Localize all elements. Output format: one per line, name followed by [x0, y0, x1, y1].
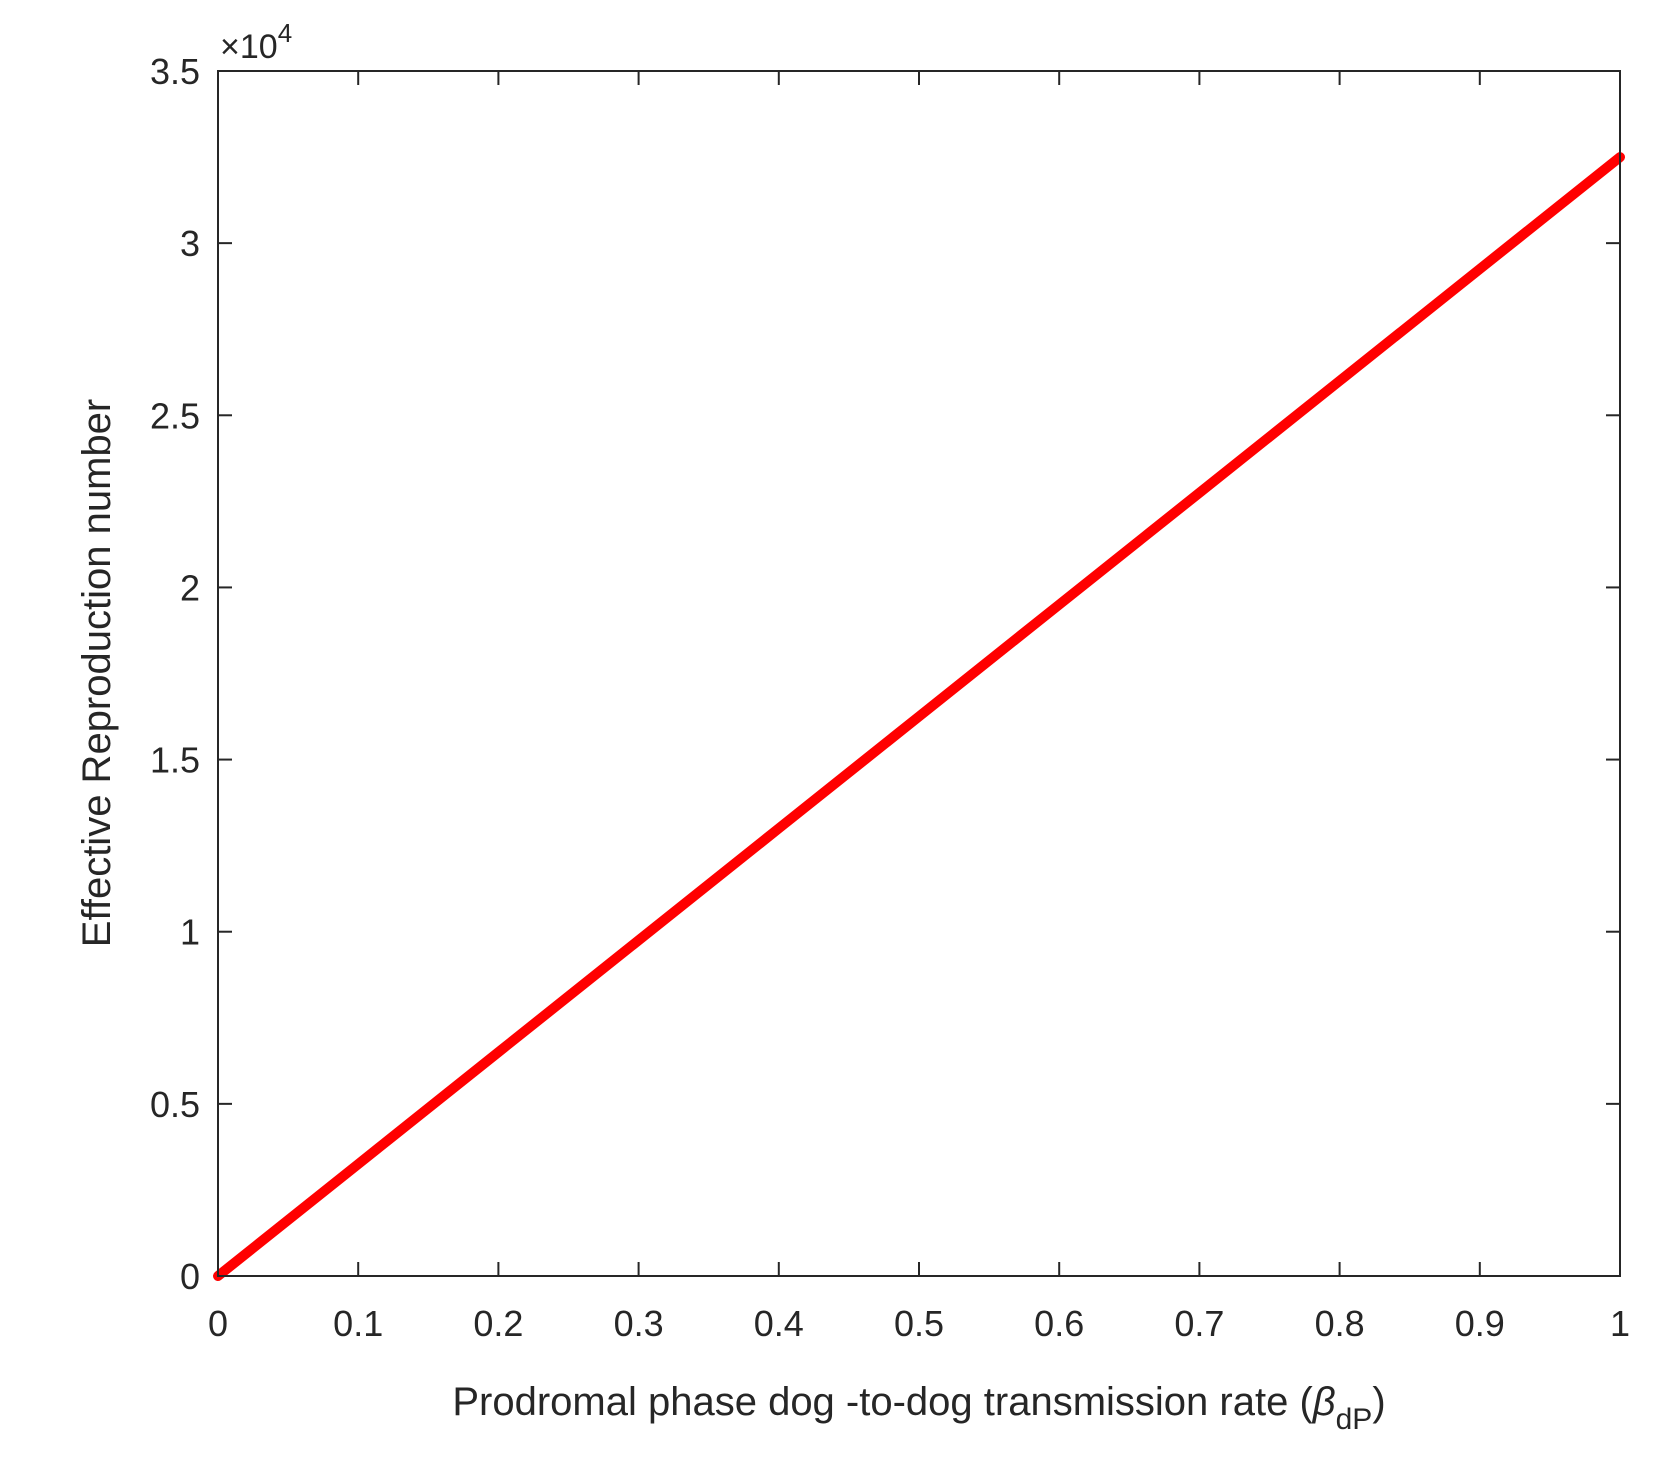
x-tick-label: 0.2 — [473, 1303, 523, 1344]
x-tick-label: 0.9 — [1455, 1303, 1505, 1344]
x-tick-label: 0.1 — [333, 1303, 383, 1344]
x-tick-label: 0.5 — [894, 1303, 944, 1344]
y-tick-label: 2 — [180, 567, 200, 608]
y-tick-label: 3 — [180, 223, 200, 264]
x-axis-label-symbol: β — [1312, 1380, 1336, 1424]
series-line — [213, 152, 1625, 1281]
x-tick-label: 1 — [1610, 1303, 1630, 1344]
y-exponent-prefix: ×10 — [220, 28, 278, 66]
y-tick-label: 1.5 — [150, 740, 200, 781]
x-tick-label: 0.3 — [614, 1303, 664, 1344]
x-tick-label: 0.4 — [754, 1303, 804, 1344]
plot-frame — [217, 70, 1621, 1277]
x-axis-label-subscript: dP — [1336, 1403, 1373, 1436]
y-axis-label: Effective Reproduction number — [75, 399, 119, 947]
y-tick-label: 0.5 — [150, 1084, 200, 1125]
y-tick-label: 2.5 — [150, 395, 200, 436]
y-exponent-power: 4 — [278, 18, 292, 48]
x-tick-label: 0 — [208, 1303, 228, 1344]
x-axis-label-close-paren: ) — [1372, 1380, 1385, 1424]
y-tick-label: 3.5 — [150, 51, 200, 92]
x-axis-label: Prodromal phase dog -to-dog transmission… — [452, 1380, 1385, 1436]
y-tick-label: 0 — [180, 1256, 200, 1297]
y-tick-label: 1 — [180, 912, 200, 953]
x-tick-label: 0.7 — [1174, 1303, 1224, 1344]
x-axis-label-text: Prodromal phase dog -to-dog transmission… — [452, 1380, 1288, 1424]
x-axis-label-open-paren: ( — [1288, 1380, 1313, 1424]
x-tick-label: 0.6 — [1034, 1303, 1084, 1344]
x-tick-label: 0.8 — [1315, 1303, 1365, 1344]
tick-labels: 0 0.1 0.2 0.3 0.4 0.5 0.6 0.7 0.8 0.9 1 0 0.5 1 1.5 2 2.… — [150, 51, 1630, 1344]
y-exponent-label: ×104 — [220, 18, 292, 66]
